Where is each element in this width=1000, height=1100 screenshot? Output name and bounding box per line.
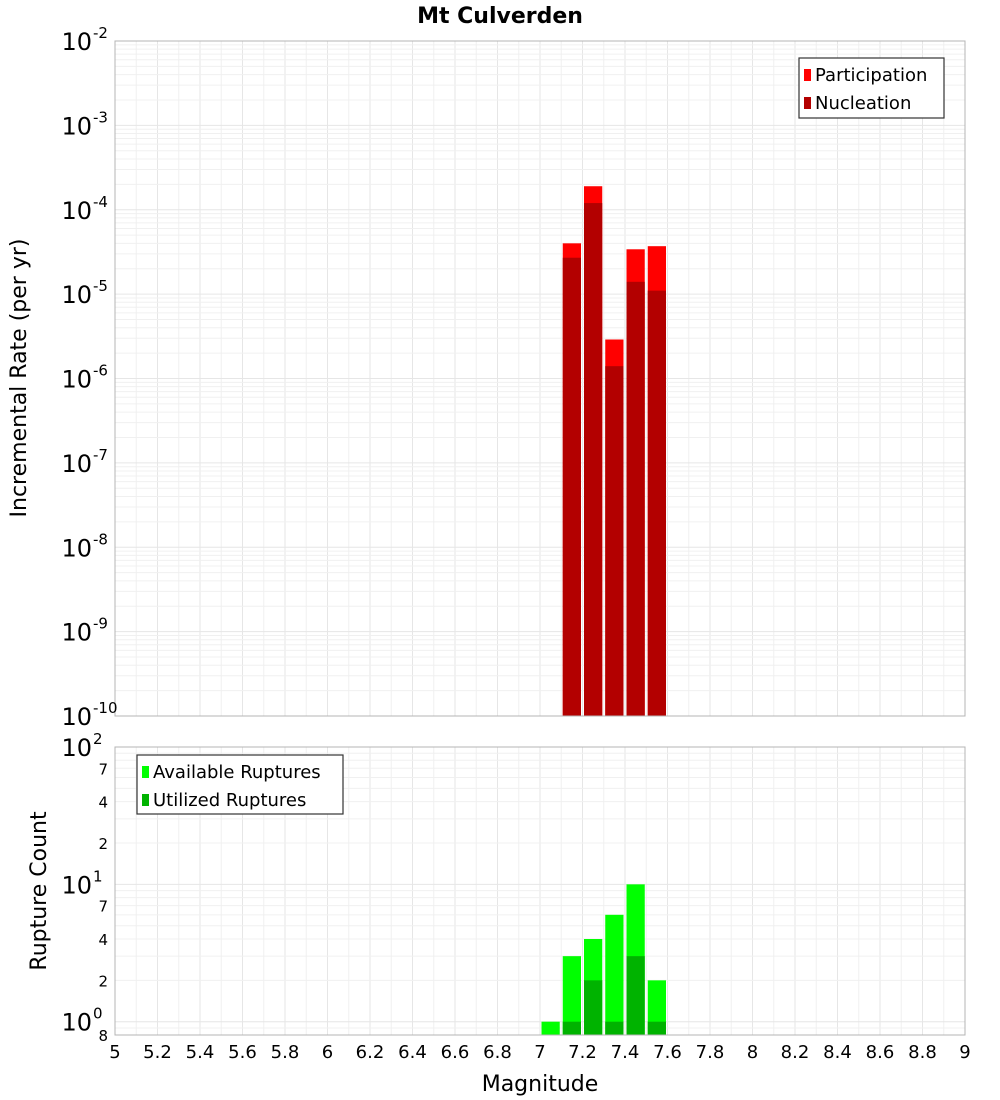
- top-y-tick-label: 10: [61, 619, 92, 647]
- top-legend-label: Nucleation: [815, 93, 911, 114]
- bottom-y-minor-tick-label: 7: [98, 898, 108, 916]
- bottom-y-tick-exponent: 1: [93, 867, 103, 885]
- x-tick-label: 8: [747, 1042, 758, 1063]
- top-legend-swatch: [804, 97, 811, 109]
- x-tick-label: 6.2: [356, 1042, 385, 1063]
- top-y-tick-exponent: -9: [93, 615, 108, 633]
- bottom-bar-available-ruptures: [605, 914, 624, 1035]
- top-legend-label: Participation: [815, 65, 927, 86]
- bottom-y-tick-label: 10: [61, 1009, 92, 1037]
- bottom-legend-label: Utilized Ruptures: [153, 790, 306, 811]
- bottom-bar-utilized-ruptures: [562, 1021, 581, 1035]
- bottom-y-tick-label: 10: [61, 734, 92, 762]
- bottom-legend-swatch: [142, 794, 149, 806]
- x-tick-label: 6.6: [441, 1042, 470, 1063]
- top-bar-nucleation: [584, 203, 603, 716]
- y-axis-label-bottom: Rupture Count: [27, 811, 52, 971]
- top-legend-box: [798, 57, 945, 119]
- x-axis: 5 5.2 5.4 5.6 5.8 6 6.2 6.4 6.6 6.8 7 7.2 7.4 7.6 7.8 8…: [109, 1042, 970, 1063]
- bottom-plot-frame: [114, 746, 966, 1036]
- bottom-bar-utilized-ruptures: [647, 1021, 666, 1035]
- bottom-y-tick-label: 10: [61, 871, 92, 899]
- bottom-bar-available-ruptures: [562, 956, 581, 1035]
- x-tick-label: 6.4: [398, 1042, 427, 1063]
- top-plot-frame: [114, 40, 966, 717]
- top-y-tick-label: 10: [61, 112, 92, 140]
- bottom-y-minor-tick-label: 7: [98, 760, 108, 778]
- x-tick-label: 5.2: [143, 1042, 172, 1063]
- top-y-tick-label: 10: [61, 366, 92, 394]
- bottom-bar-utilized-ruptures: [626, 956, 645, 1035]
- top-y-tick-exponent: -10: [93, 699, 118, 717]
- top-bar-nucleation: [605, 366, 624, 716]
- top-bar-nucleation: [562, 257, 581, 716]
- x-tick-label: 8.6: [866, 1042, 895, 1063]
- bottom-bar-available-ruptures: [647, 980, 666, 1035]
- x-tick-label: 7: [534, 1042, 545, 1063]
- bottom-y-minor-tick-label: 4: [98, 931, 108, 949]
- top-legend-swatch: [804, 69, 811, 81]
- bottom-y-minor-tick-label: 2: [98, 835, 108, 853]
- top-y-tick-label: 10: [61, 28, 92, 56]
- x-tick-label: 6.8: [483, 1042, 512, 1063]
- x-axis-label: Magnitude: [482, 1072, 599, 1097]
- top-y-tick-exponent: -4: [93, 193, 108, 211]
- top-y-tick-label: 10: [61, 281, 92, 309]
- top-y-tick-label: 10: [61, 534, 92, 562]
- x-tick-label: 6: [322, 1042, 333, 1063]
- x-tick-label: 9: [959, 1042, 970, 1063]
- y-axis-label-top: Incremental Rate (per yr): [7, 239, 32, 518]
- top-y-tick-exponent: -6: [93, 362, 108, 380]
- bottom-bar-utilized-ruptures: [605, 1021, 624, 1035]
- top-y-tick-exponent: -2: [93, 24, 108, 42]
- top-bar-nucleation: [626, 281, 645, 716]
- bottom-bar-utilized-ruptures: [584, 980, 603, 1035]
- top-bar-nucleation: [647, 290, 666, 716]
- bottom-y-minor-tick-label: 4: [98, 794, 108, 812]
- top-y-tick-exponent: -3: [93, 108, 108, 126]
- x-tick-label: 8.8: [908, 1042, 937, 1063]
- top-y-tick-label: 10: [61, 197, 92, 225]
- top-y-tick-exponent: -8: [93, 530, 108, 548]
- bottom-y-tick-exponent: 2: [93, 730, 103, 748]
- bottom-y-minor-tick-label: 8: [98, 1027, 108, 1045]
- bottom-bar-available-ruptures: [541, 1021, 560, 1035]
- bottom-legend-swatch: [142, 766, 149, 778]
- bottom-legend-label: Available Ruptures: [153, 762, 321, 783]
- x-tick-label: 5.4: [186, 1042, 215, 1063]
- x-tick-label: 7.8: [696, 1042, 725, 1063]
- x-tick-label: 8.4: [823, 1042, 852, 1063]
- bottom-y-minor-tick-label: 2: [98, 972, 108, 990]
- top-y-tick-exponent: -7: [93, 446, 108, 464]
- top-y-tick-label: 10: [61, 450, 92, 478]
- x-tick-label: 5.6: [228, 1042, 257, 1063]
- x-tick-label: 7.4: [611, 1042, 640, 1063]
- x-tick-label: 5.8: [271, 1042, 300, 1063]
- bottom-y-tick-exponent: 0: [93, 1005, 103, 1023]
- top-y-tick-exponent: -5: [93, 277, 108, 295]
- bottom-legend-box: [136, 754, 344, 815]
- x-tick-label: 7.6: [653, 1042, 682, 1063]
- x-tick-label: 8.2: [781, 1042, 810, 1063]
- x-tick-label: 5: [109, 1042, 120, 1063]
- top-y-tick-label: 10: [61, 703, 92, 731]
- chart-title: Mt Culverden: [417, 4, 583, 29]
- x-tick-label: 7.2: [568, 1042, 597, 1063]
